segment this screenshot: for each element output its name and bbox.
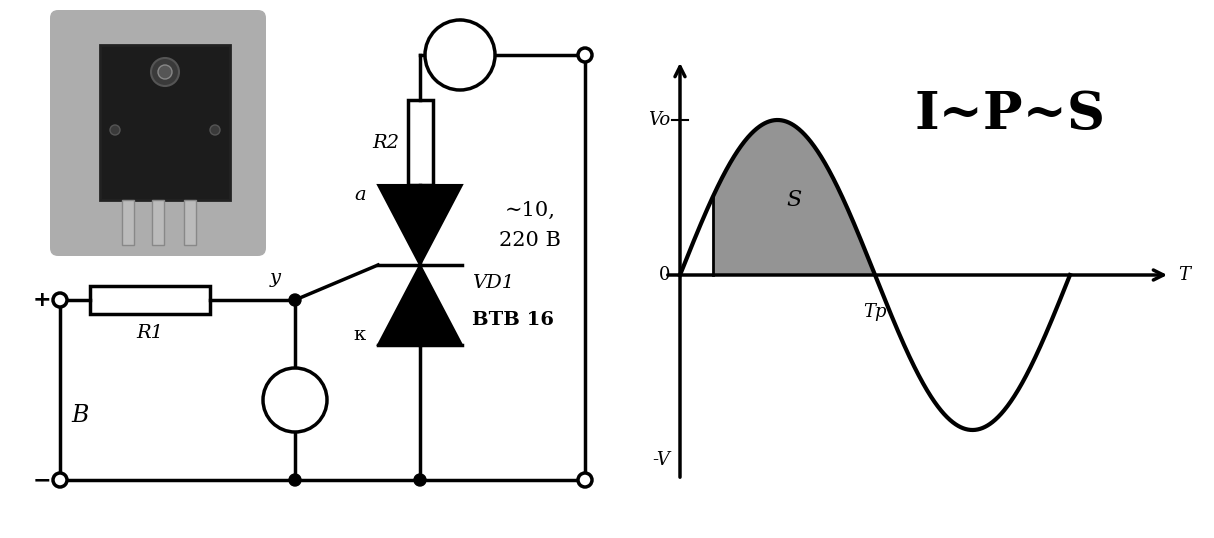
Circle shape (210, 125, 220, 135)
Text: 0: 0 (658, 266, 670, 284)
Circle shape (578, 473, 592, 487)
Text: ∼10,: ∼10, (505, 201, 556, 220)
Polygon shape (713, 120, 875, 275)
Text: VD1: VD1 (472, 274, 514, 292)
Text: I~P~S: I~P~S (914, 89, 1106, 140)
Text: +: + (33, 290, 51, 310)
Text: T: T (1178, 266, 1190, 284)
Text: a: a (354, 186, 365, 204)
Text: −: − (33, 470, 51, 490)
Polygon shape (378, 265, 463, 345)
Circle shape (578, 48, 592, 62)
Circle shape (414, 474, 426, 486)
FancyBboxPatch shape (100, 45, 229, 200)
FancyBboxPatch shape (408, 100, 432, 185)
Circle shape (53, 293, 67, 307)
Text: Tp: Tp (863, 303, 886, 321)
Polygon shape (378, 185, 463, 265)
Text: -V: -V (652, 451, 670, 469)
Text: V: V (287, 389, 304, 411)
FancyBboxPatch shape (50, 10, 266, 256)
Text: A: A (452, 44, 469, 66)
Text: BTB 16: BTB 16 (472, 311, 554, 329)
FancyBboxPatch shape (121, 200, 134, 245)
Text: B: B (72, 404, 89, 427)
Circle shape (289, 474, 301, 486)
FancyBboxPatch shape (90, 286, 210, 314)
Circle shape (110, 125, 120, 135)
Text: R1: R1 (136, 324, 164, 342)
FancyBboxPatch shape (185, 200, 195, 245)
Text: y: y (270, 269, 280, 287)
Circle shape (158, 65, 172, 79)
Circle shape (263, 368, 327, 432)
Text: 220 B: 220 B (499, 230, 561, 250)
FancyBboxPatch shape (152, 200, 164, 245)
Circle shape (425, 20, 495, 90)
Circle shape (151, 58, 178, 86)
Text: R2: R2 (373, 133, 399, 152)
Text: κ: κ (353, 326, 365, 344)
Text: Vo: Vo (648, 111, 670, 129)
Text: S: S (787, 189, 801, 211)
Circle shape (53, 473, 67, 487)
Circle shape (289, 294, 301, 306)
